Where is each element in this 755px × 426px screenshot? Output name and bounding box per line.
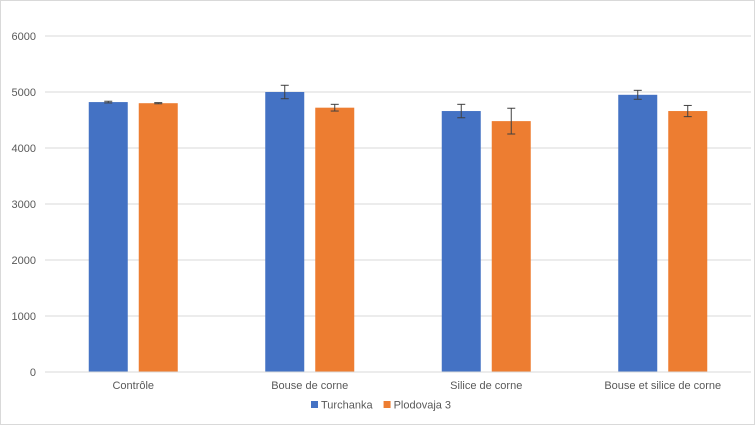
bar-turchanka-1	[265, 92, 305, 372]
bar-turchanka-2	[441, 111, 481, 372]
error-bars	[104, 84, 692, 135]
legend-swatch	[311, 401, 318, 408]
legend-label: Plodovaja 3	[394, 400, 452, 412]
y-tick-label: 0	[30, 367, 36, 379]
bar-plodovaja-3-1	[315, 107, 355, 373]
bar-turchanka-3	[618, 94, 658, 373]
y-tick-label: 1000	[12, 311, 36, 323]
bar-plodovaja-3-3	[668, 111, 708, 372]
x-category-label: Silice de corne	[450, 380, 522, 392]
bar-plodovaja-3-0	[138, 103, 178, 372]
y-tick-label: 2000	[12, 255, 36, 267]
x-category-label: Bouse et silice de corne	[604, 380, 721, 392]
legend: Turchanka Plodovaja 3	[311, 400, 451, 412]
bars	[88, 92, 708, 373]
x-axis: Contrôle Bouse de corne Silice de corne Bou…	[45, 371, 751, 392]
bar-turchanka-0	[88, 102, 128, 372]
legend-swatch	[383, 401, 391, 408]
y-tick-label: 6000	[12, 31, 36, 43]
y-tick-label: 5000	[12, 87, 36, 99]
y-tick-label: 4000	[12, 143, 36, 155]
x-category-label: Contrôle	[112, 380, 154, 392]
legend-label: Turchanka	[321, 400, 373, 412]
y-tick-label: 3000	[12, 199, 36, 211]
x-category-label: Bouse de corne	[271, 380, 348, 392]
y-axis-tick-labels: 0 1000 2000 3000 4000 5000 6000	[12, 31, 36, 379]
bar-plodovaja-3-2	[491, 121, 531, 373]
